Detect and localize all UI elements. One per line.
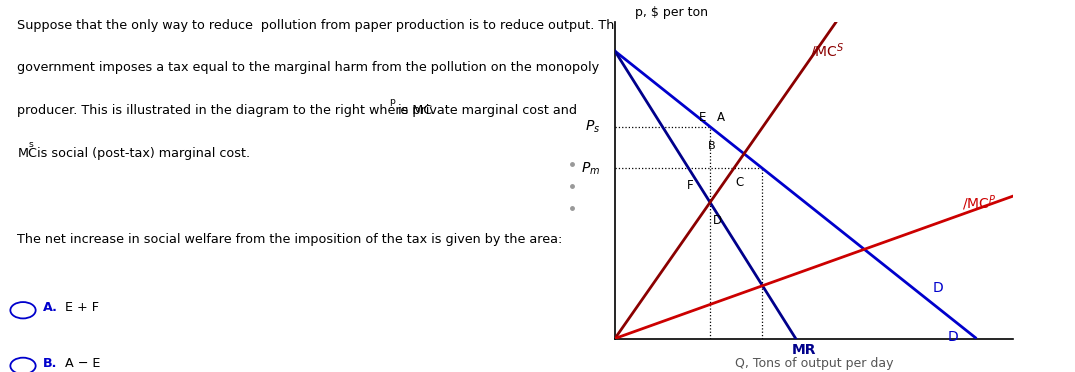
Text: is social (post-tax) marginal cost.: is social (post-tax) marginal cost. (33, 147, 250, 160)
Text: producer. This is illustrated in the diagram to the right where MC: producer. This is illustrated in the dia… (17, 104, 432, 117)
Text: /MC$^P$: /MC$^P$ (962, 193, 997, 213)
Text: $P_s$: $P_s$ (585, 119, 601, 135)
Text: E + F: E + F (64, 301, 99, 314)
Text: D: D (933, 281, 944, 295)
Text: C: C (735, 176, 744, 189)
Text: MC: MC (17, 147, 38, 160)
Text: is private marginal cost and: is private marginal cost and (393, 104, 577, 117)
Text: D: D (713, 214, 721, 227)
Text: s: s (29, 140, 33, 149)
Text: A − E: A − E (64, 357, 100, 369)
Text: The net increase in social welfare from the imposition of the tax is given by th: The net increase in social welfare from … (17, 232, 562, 246)
Text: p: p (389, 97, 396, 106)
Text: A: A (717, 111, 725, 124)
Text: Q, Tons of output per day: Q, Tons of output per day (734, 357, 893, 371)
Text: $P_m$: $P_m$ (582, 160, 601, 177)
Text: A.: A. (43, 301, 58, 314)
Text: F: F (687, 179, 693, 192)
Text: MR: MR (791, 343, 816, 357)
Text: B.: B. (43, 357, 57, 369)
Text: E: E (699, 111, 706, 124)
Text: government imposes a tax equal to the marginal harm from the pollution on the mo: government imposes a tax equal to the ma… (17, 61, 600, 74)
Text: B: B (708, 141, 716, 151)
Text: p, $ per ton: p, $ per ton (634, 6, 707, 19)
Text: Suppose that the only way to reduce  pollution from paper production is to reduc: Suppose that the only way to reduce poll… (17, 19, 622, 32)
Text: /MC$^S$: /MC$^S$ (809, 42, 844, 61)
Text: D: D (947, 330, 958, 344)
